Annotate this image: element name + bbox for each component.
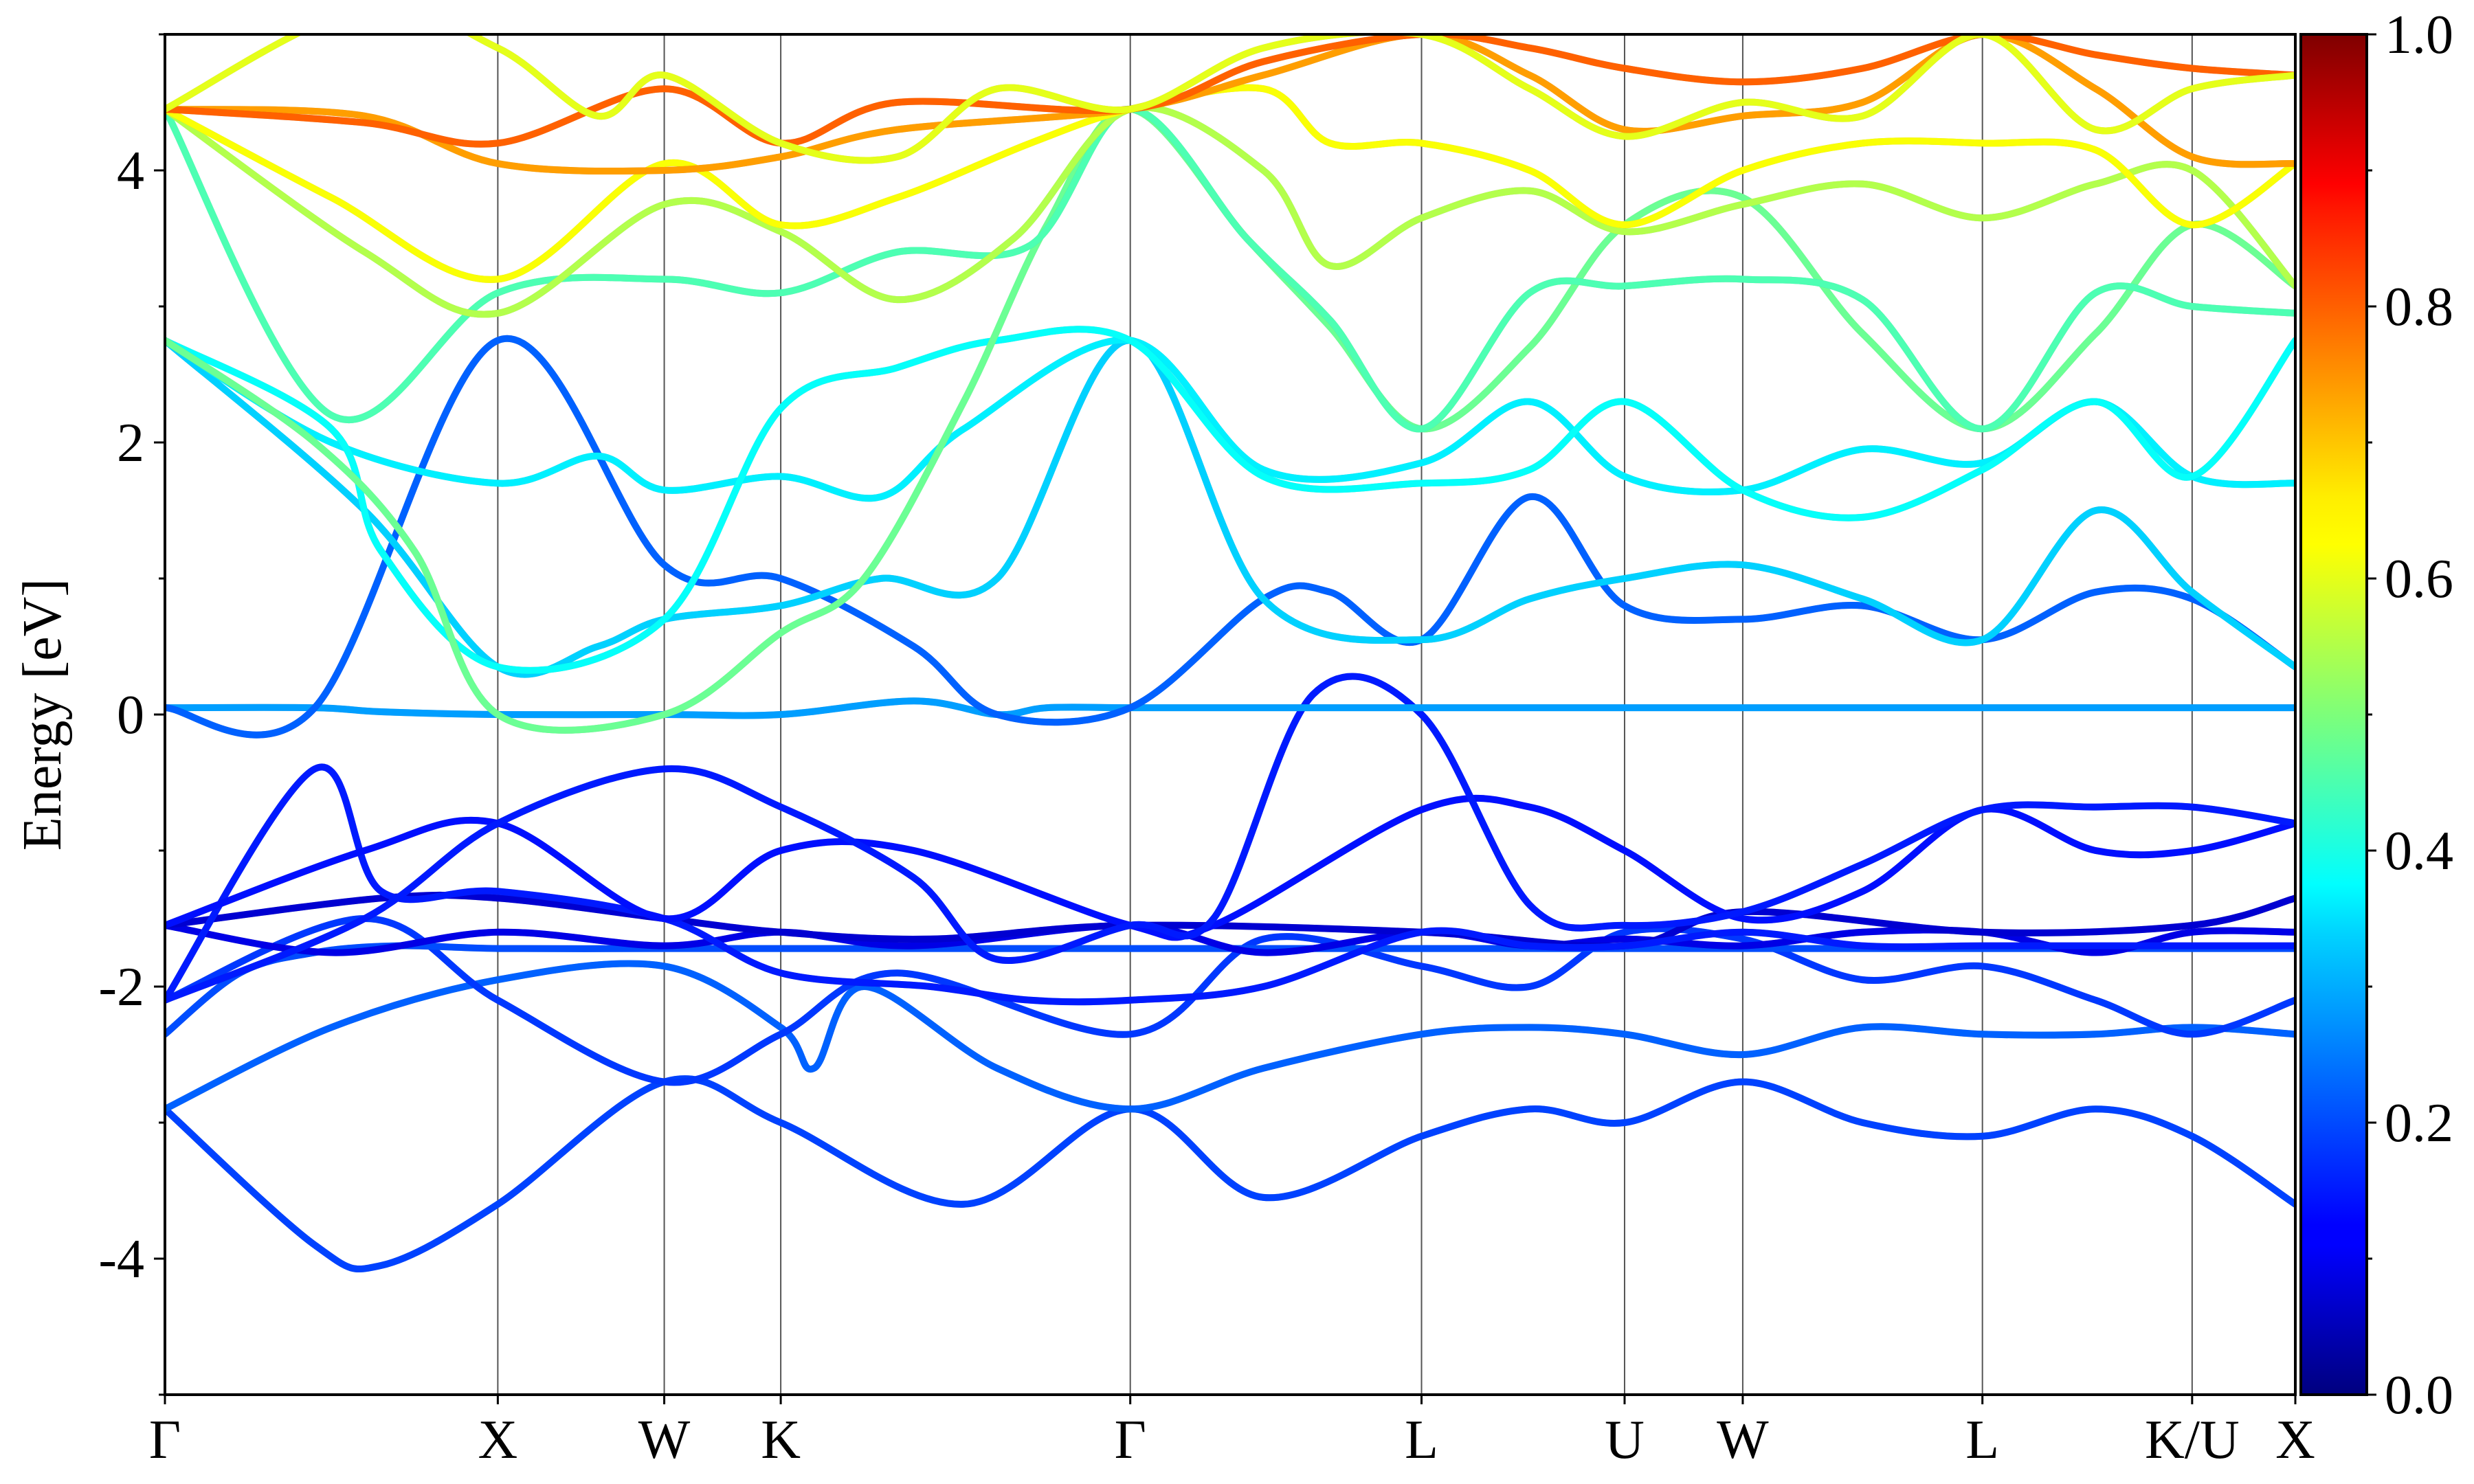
band-line xyxy=(165,326,2295,674)
colorbar-ticks: 1.0 0.8 0.6 0.4 0.2 0.0 xyxy=(2367,5,2453,1426)
band-line xyxy=(165,915,2295,1086)
band-line xyxy=(165,335,2295,739)
band-line xyxy=(165,34,2295,148)
x-axis-ticks: Γ X W K Γ L U W L K/U X xyxy=(149,1395,2315,1470)
x-tick-label: L xyxy=(1965,1410,1999,1470)
band-line xyxy=(165,337,2295,678)
band-line-outline xyxy=(165,84,2295,283)
band-line xyxy=(165,763,2295,1006)
x-tick-label: Γ xyxy=(149,1410,181,1470)
band-line xyxy=(165,794,2295,941)
band-line xyxy=(165,891,2295,950)
colorbar-tick-label: 0.6 xyxy=(2385,549,2453,609)
x-tick-label: K/U xyxy=(2145,1410,2240,1470)
band-line-outline xyxy=(165,104,2295,318)
band-line xyxy=(165,84,2295,283)
colorbar-tick-label: 0.2 xyxy=(2385,1093,2453,1154)
x-tick-label: W xyxy=(1717,1410,1769,1470)
colorbar-gradient xyxy=(2299,33,2368,1396)
band-line-outline xyxy=(165,1075,2295,1272)
x-tick-label: K xyxy=(761,1410,801,1470)
band-line-outline xyxy=(165,326,2295,674)
colorbar-tick-label: 0.8 xyxy=(2385,277,2453,337)
x-tick-label: L xyxy=(1405,1410,1438,1470)
colorbar-tick-label: 1.0 xyxy=(2385,5,2453,65)
x-tick-label: W xyxy=(638,1410,691,1470)
band-line xyxy=(165,673,2295,1004)
band-line xyxy=(165,34,2295,164)
y-tick-label: 0 xyxy=(117,685,144,745)
band-line xyxy=(165,104,2295,318)
band-line xyxy=(165,1075,2295,1272)
x-tick-label: Γ xyxy=(1115,1410,1146,1470)
plot-frame xyxy=(164,33,2297,1396)
colorbar-tick-label: 0.4 xyxy=(2385,821,2453,881)
x-tick-label: X xyxy=(2275,1410,2315,1470)
x-tick-label: U xyxy=(1605,1410,1645,1470)
y-tick-label: -2 xyxy=(98,957,144,1018)
band-lines xyxy=(165,34,2295,1272)
band-line-outline xyxy=(165,34,2295,175)
y-tick-label: 2 xyxy=(117,413,144,473)
y-axis-title: Energy [eV] xyxy=(12,578,73,851)
band-line xyxy=(165,336,2295,502)
colorbar: 1.0 0.8 0.6 0.4 0.2 0.0 xyxy=(2299,5,2453,1426)
x-tick-label: X xyxy=(478,1410,517,1470)
y-axis-ticks: 4 2 0 -2 -4 xyxy=(98,33,165,1396)
band-line xyxy=(165,960,2295,1113)
band-line xyxy=(165,34,2295,175)
y-tick-label: -4 xyxy=(98,1229,144,1290)
y-tick-label: 4 xyxy=(117,141,144,201)
colorbar-tick-label: 0.0 xyxy=(2385,1365,2453,1426)
